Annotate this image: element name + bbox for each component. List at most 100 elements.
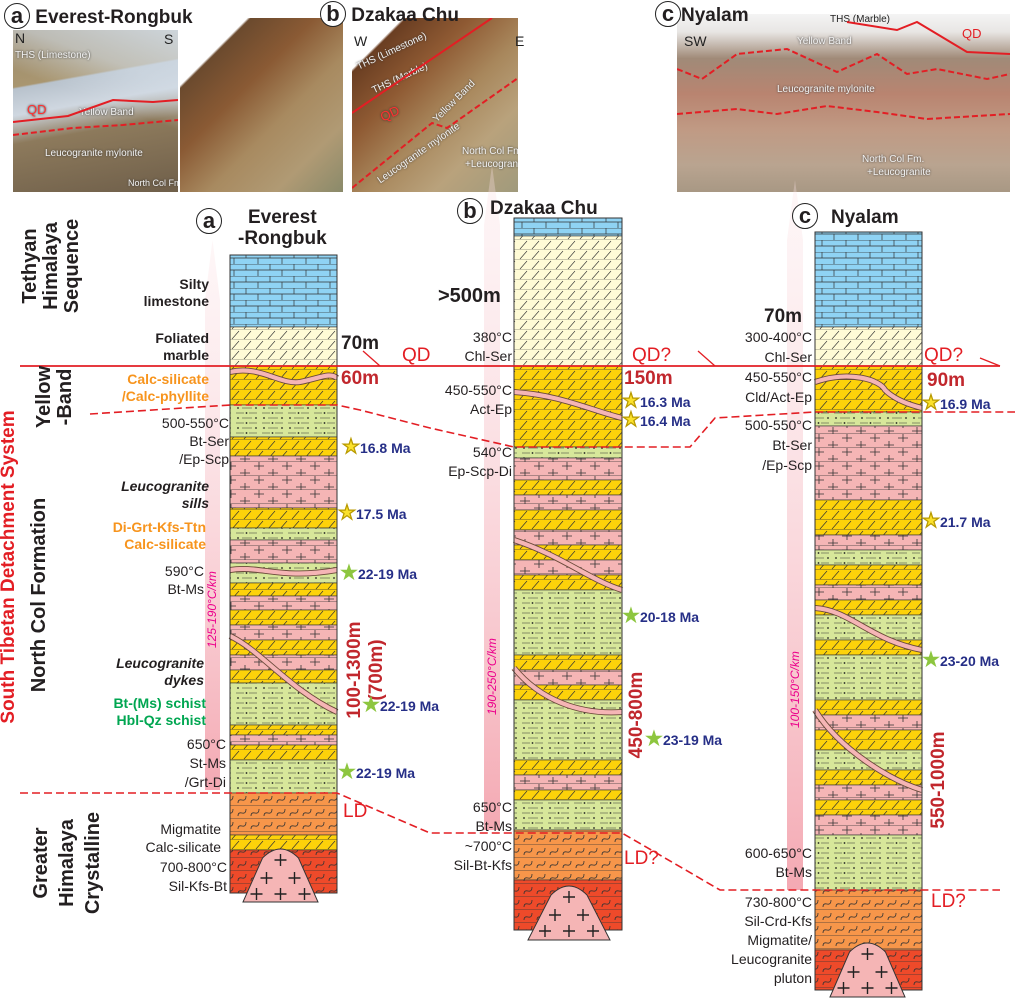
fault-ld-label-a: LD — [343, 801, 368, 822]
leucogranite-dyke — [229, 566, 338, 576]
plus-mark — [587, 925, 599, 937]
star-yellow-icon: ★ — [622, 409, 640, 431]
layer-granite — [229, 624, 338, 641]
layer-limestone — [814, 231, 923, 328]
layer-granite — [513, 457, 623, 481]
photo-label: North Col Fm. — [462, 146, 518, 157]
photo-label: Yellow Band — [79, 107, 134, 118]
age-label: ★20-18 Ma — [622, 605, 700, 627]
label-di-grt-calc-silicate: Di-Grt-Kfs-Ttn Calc-silicate — [112, 519, 206, 552]
label-a-t1: 500-550°C Bt-Ser/Ep-Scp — [161, 415, 229, 467]
leucogranite-dyke — [814, 374, 923, 411]
thickness-c-north-col: 550-1000m — [928, 731, 949, 829]
star-yellow-icon: ★ — [922, 392, 940, 414]
layer-yellow — [513, 509, 623, 531]
fault-tick — [362, 350, 381, 367]
geothermal-gradient-bar — [787, 180, 803, 890]
layer-schist — [513, 446, 623, 459]
layer-granite — [814, 425, 923, 501]
gradient-c: 100-150°C/km — [788, 651, 802, 728]
layer-granite — [814, 814, 923, 836]
column-b-letter: b — [457, 198, 483, 224]
leucogranite-dyke — [814, 605, 923, 653]
photo-label: Leucogranite mylonite — [45, 148, 143, 159]
plus-mark — [563, 891, 575, 903]
unit-yellow-band-label: Yellow -Band — [33, 365, 76, 429]
layer-schist — [513, 799, 623, 831]
label-b-t0: 380°C Chl-Ser — [464, 329, 512, 364]
layer-yellow — [229, 609, 338, 626]
age-label: ★17.5 Ma — [338, 502, 407, 524]
layer-schist — [229, 404, 338, 438]
label-c-t2: 500-550°C Bt-Ser/Ep-Scp — [744, 417, 812, 473]
layer-granite — [513, 774, 623, 791]
plus-mark — [563, 925, 575, 937]
plus-mark — [250, 888, 263, 900]
fault-qd-label-c: QD? — [924, 345, 964, 366]
leucogranite-dyke — [813, 708, 923, 793]
photo-a: N THS (Limestone) QD Yellow Band Leucogr… — [13, 30, 178, 192]
thickness-c-ths: 70m — [764, 306, 803, 327]
plus-mark — [577, 909, 589, 921]
granite-pluton — [527, 885, 611, 941]
label-schist: Bt-(Ms) schist Hbl-Qz schist — [113, 695, 206, 728]
layer-yellow — [513, 365, 623, 448]
plus-mark — [274, 854, 287, 866]
photo-c-dir-left: SW — [684, 33, 707, 49]
plus-mark — [288, 872, 301, 884]
yellow-band-base-line — [89, 404, 1015, 448]
photo-label: +Leucogranite — [465, 159, 518, 170]
plus-mark — [885, 982, 898, 994]
plus-mark — [274, 888, 287, 900]
photo-label: +Leucogranite — [867, 167, 931, 178]
layer-yellow — [229, 436, 338, 457]
column-c-letter: c — [792, 203, 818, 229]
age-label: ★16.3 Ma — [622, 390, 691, 412]
plus-mark — [861, 982, 874, 994]
layer-granite — [513, 494, 623, 511]
layer-granite — [814, 534, 923, 551]
label-leucogranite-dykes: Leucogranite dykes — [116, 655, 204, 688]
layer-schist — [814, 549, 923, 566]
age-label: ★23-20 Ma — [922, 649, 1000, 671]
label-calc-silicate: Calc-silicate/Calc-phyllite — [121, 371, 209, 404]
layer-schist — [814, 654, 923, 701]
plus-mark — [847, 966, 860, 978]
fault-ld-label-c: LD? — [931, 891, 966, 912]
plus-mark — [837, 982, 850, 994]
layer-yellow — [513, 654, 623, 671]
layer-yellow — [814, 499, 923, 536]
label-a-t4: 700-800°C Sil-Kfs-Bt — [159, 859, 227, 894]
plus-mark — [298, 888, 311, 900]
layer-yellow — [814, 799, 923, 816]
label-foliated-marble: Foliated marble — [155, 330, 209, 363]
label-b-t1: 450-550°C Act-Ep — [444, 382, 512, 417]
thickness-a-yellow-band: 60m — [341, 368, 380, 389]
layer-schist — [229, 759, 338, 794]
photo-c: THS (Marble) QD Yellow Band Leucogranite… — [677, 14, 1010, 192]
layer-marble — [229, 326, 338, 367]
photo-label: THS (Limestone) — [15, 50, 91, 61]
granite-pluton — [242, 848, 319, 903]
thickness-b-north-col: 450-800m — [626, 671, 647, 759]
plus-mark — [260, 872, 273, 884]
photo-label: QD — [962, 26, 982, 41]
fault-qd-label-b: QD? — [632, 345, 672, 366]
layer-yellow — [513, 479, 623, 496]
column-c-title: Nyalam — [831, 207, 899, 228]
star-green-icon: ★ — [340, 562, 358, 584]
photo-b — [180, 18, 343, 192]
thickness-b-ths: >500m — [438, 285, 501, 307]
layer-yellow — [513, 789, 623, 801]
thickness-c-yellow-band: 90m — [927, 370, 966, 391]
leucogranite-dyke — [513, 389, 623, 421]
photo-a-dir-left: N — [15, 30, 26, 46]
photo-label: Yellow Band — [797, 36, 852, 47]
photo-a-title: a Everest-Rongbuk — [4, 3, 193, 29]
unit-stds-label: South Tibetan Detachment System — [0, 410, 19, 724]
fault-ld-label-b: LD? — [624, 848, 659, 869]
layer-granite — [229, 734, 338, 746]
age-label: ★16.4 Ma — [622, 409, 691, 431]
fault-qd-label-a: QD — [402, 345, 431, 366]
layer-migmatite — [814, 889, 923, 951]
